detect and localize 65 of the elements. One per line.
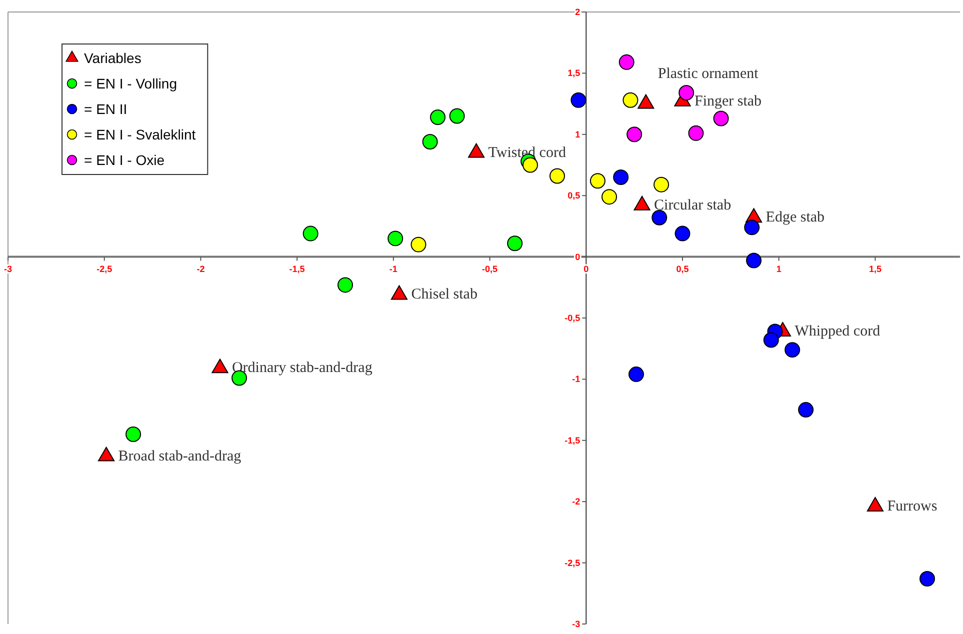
y-tick-label: -2 (572, 496, 580, 507)
point (678, 85, 694, 101)
point (522, 157, 538, 173)
y-tick-label: -3 (572, 619, 580, 629)
point (622, 92, 638, 108)
annotation: Circular stab (654, 197, 732, 214)
point (388, 230, 404, 246)
x-tick-label: 1 (776, 264, 782, 274)
annotation: Whipped cord (794, 323, 881, 340)
point (590, 173, 606, 189)
annotation: Edge stab (766, 210, 825, 226)
point (602, 189, 618, 205)
y-tick-label: 0 (575, 252, 580, 262)
point (126, 426, 142, 442)
point (618, 54, 634, 70)
point (449, 108, 465, 124)
point (744, 220, 760, 236)
y-tick-label: 2 (575, 7, 580, 17)
x-tick-label: -1 (389, 264, 398, 274)
point (628, 366, 644, 382)
point (784, 342, 800, 358)
legend-label: = EN I - Volling (84, 76, 177, 92)
x-tick-label: 0,5 (676, 264, 689, 274)
x-tick-label: -2 (196, 264, 205, 274)
point (763, 332, 779, 348)
x-tick-label: -3 (4, 264, 12, 274)
legend-label: Variables (84, 50, 142, 66)
point (652, 210, 668, 226)
annotation: Plastic ornament (658, 66, 760, 82)
y-tick-label: 1 (575, 129, 580, 140)
y-tick-label: -2,5 (564, 558, 580, 568)
legend-label: = EN I - Svaleklint (84, 126, 196, 142)
x-tick-label: -1,5 (289, 264, 305, 274)
y-tick-label: 0,5 (568, 190, 580, 201)
point (507, 236, 523, 252)
annotation: Finger stab (694, 93, 762, 110)
x-tick-label: -2,5 (96, 264, 112, 274)
point (654, 176, 670, 192)
x-tick-label: -0,5 (482, 264, 498, 274)
point (422, 134, 438, 150)
y-tick-label: -1 (572, 374, 580, 384)
legend-label: = EN II (84, 101, 128, 117)
point (302, 226, 318, 242)
point (688, 125, 704, 141)
annotation: Ordinary stab-and-drag (232, 360, 373, 376)
annotation: Furrows (887, 498, 938, 514)
legend-label: = EN I - Oxie (84, 152, 165, 168)
point (570, 92, 586, 108)
point (746, 252, 762, 268)
point (919, 570, 935, 586)
point (410, 236, 426, 252)
point (613, 170, 629, 185)
annotation: Chisel stab (411, 286, 478, 303)
annotation: Broad stab-and-drag (118, 448, 242, 464)
point (430, 110, 446, 125)
point (549, 168, 565, 184)
x-tick-label: 1,5 (868, 264, 882, 274)
point (674, 226, 690, 242)
y-tick-label: 1,5 (568, 68, 580, 78)
point (626, 126, 642, 142)
y-tick-label: -0,5 (564, 313, 580, 323)
point (338, 277, 353, 293)
point (713, 110, 729, 126)
y-tick-label: -1,5 (564, 435, 580, 446)
point (798, 402, 814, 418)
